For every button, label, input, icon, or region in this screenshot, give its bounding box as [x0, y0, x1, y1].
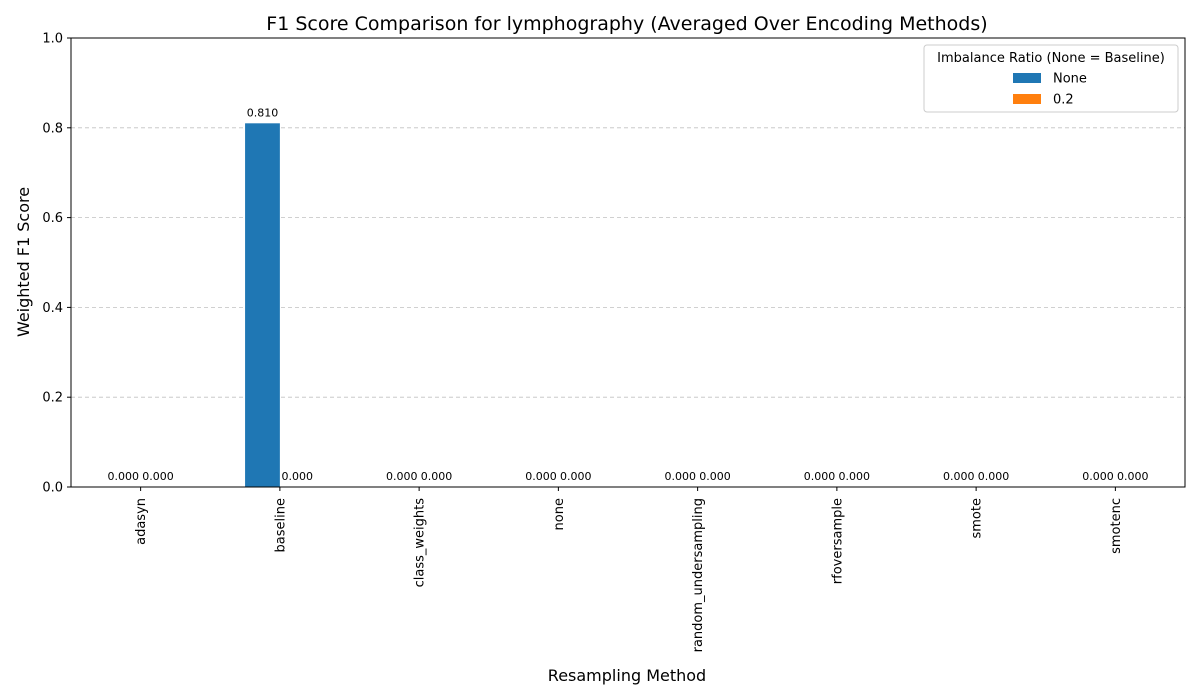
data-label-smotenc-0.2: 0.000	[1117, 470, 1149, 483]
legend-swatch-None	[1013, 73, 1041, 83]
x-tick-label-none: none	[552, 498, 567, 530]
bar-baseline-None	[245, 123, 280, 487]
data-label-random_undersampling-None: 0.000	[664, 470, 696, 483]
data-label-class_weights-None: 0.000	[386, 470, 418, 483]
data-label-adasyn-0.2: 0.000	[142, 470, 174, 483]
x-tick-label-class_weights: class_weights	[413, 498, 428, 588]
x-tick-label-baseline: baseline	[273, 498, 288, 552]
x-tick-label-rfoversample: rfoversample	[830, 498, 845, 584]
data-label-none-None: 0.000	[525, 470, 557, 483]
data-label-smote-None: 0.000	[943, 470, 975, 483]
plot-area-frame	[70, 37, 1186, 488]
y-axis: 0.0 0.2 0.4 0.6 0.8 1.0	[42, 32, 71, 496]
legend-swatch-0.2	[1013, 94, 1041, 104]
y-tick-label: 1.0	[42, 32, 63, 47]
gridlines	[71, 127, 1185, 398]
data-label-class_weights-0.2: 0.000	[421, 470, 453, 483]
data-label-adasyn-None: 0.000	[107, 470, 139, 483]
data-label-rfoversample-None: 0.000	[804, 470, 836, 483]
legend-box	[923, 44, 1179, 113]
y-tick-label: 0.2	[42, 391, 63, 406]
y-tick-label: 0.8	[42, 121, 63, 136]
data-label-baseline-0.2: 0.000	[282, 470, 314, 483]
y-axis-label: Weighted F1 Score	[14, 187, 33, 337]
data-label-none-0.2: 0.000	[560, 470, 592, 483]
legend: Imbalance Ratio (None = Baseline) None 0.…	[923, 44, 1179, 113]
x-axis-label: Resampling Method	[548, 666, 706, 685]
x-tick-label-adasyn: adasyn	[134, 498, 149, 545]
bars	[245, 123, 280, 487]
data-label-rfoversample-0.2: 0.000	[839, 470, 871, 483]
chart-title: F1 Score Comparison for lymphography (Av…	[266, 13, 987, 35]
x-tick-label-smotenc: smotenc	[1109, 498, 1124, 554]
legend-title: Imbalance Ratio (None = Baseline)	[937, 51, 1165, 66]
data-label-smote-0.2: 0.000	[978, 470, 1010, 483]
data-label-random_undersampling-0.2: 0.000	[699, 470, 731, 483]
data-label-baseline-None: 0.810	[247, 106, 279, 119]
legend-label-None: None	[1053, 72, 1087, 87]
data-label-smotenc-None: 0.000	[1082, 470, 1114, 483]
x-tick-label-smote: smote	[970, 498, 985, 539]
y-tick-label: 0.6	[42, 211, 63, 226]
x-axis: adasyn baseline class_weights none random_un…	[134, 487, 1124, 652]
y-tick-label: 0.0	[42, 481, 63, 496]
y-tick-label: 0.4	[42, 301, 63, 316]
x-tick-label-random_undersampling: random_undersampling	[691, 498, 706, 652]
legend-label-0.2: 0.2	[1053, 93, 1074, 108]
